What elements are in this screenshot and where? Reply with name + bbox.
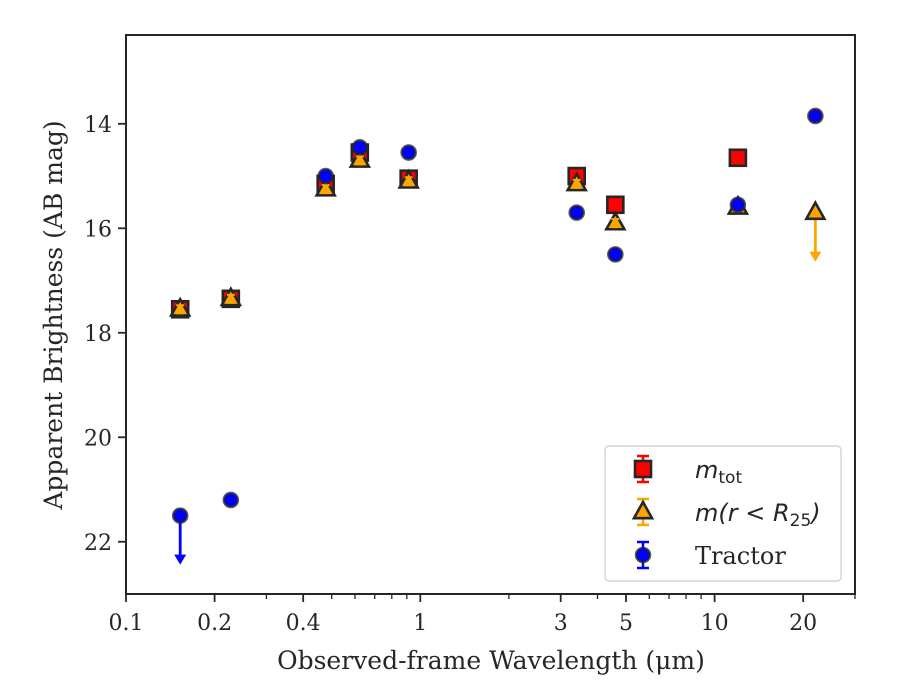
legend-marker-tractor [634,546,652,564]
mr25-upper-limit-point-0 [804,199,827,221]
tractor-errorbar-4 [572,207,581,218]
axes-layer: 0.1 0.2 0.4 1 3 5 10 20 14 16 18 20 22 [84,34,856,636]
mtot-errorbar-6 [611,199,620,210]
x-tick-label-5: 5 [619,611,633,636]
mr25-errorbar-2 [321,184,330,195]
tractor-errorbar-7 [811,110,820,121]
x-tick-label-2: 0.4 [286,611,321,636]
legend-label-mtot: mtot [695,456,742,488]
y-tick-label-4: 22 [84,531,112,556]
plot-frame [125,34,856,595]
tractor-errorbar-5 [611,249,620,260]
markers-layer [168,107,827,565]
mr25-errorbar-6 [611,218,620,229]
mtot-errorbar-7 [733,152,742,163]
x-tick-label-6: 10 [701,611,729,636]
y-axis-label: Apparent Brightness (AB mag) [39,120,68,510]
x-tick-label-7: 20 [789,611,817,636]
legend-label-mr25: m(r < R25) [695,499,821,531]
y-tick-label-3: 20 [84,426,112,451]
legend-label-tractor: Tractor [695,542,786,570]
mr25-errorbar-3 [355,155,364,166]
mr25-errorbar-1 [226,293,235,304]
legend-box [604,445,842,582]
x-tick-label-0: 0.1 [109,611,144,636]
legend-marker-mr25 [631,499,655,520]
tractor-errorbar-6 [733,199,742,210]
tractor-upper-limit-point-0 [171,507,189,524]
mr25-errorbar-5 [572,178,581,189]
x-tick-label-3: 1 [413,611,427,636]
x-axis-label: Observed-frame Wavelength (μm) [277,646,705,675]
mr25-errorbar-4 [404,176,413,187]
y-tick-label-1: 16 [84,217,112,242]
tractor-errorbar-3 [404,147,413,158]
y-tick-label-0: 14 [84,113,112,138]
tractor-errorbar-1 [321,171,330,182]
tractor-errorbar-0 [226,494,235,505]
tractor-errorbar-2 [355,142,364,153]
legend-marker-mtot [633,459,653,479]
x-tick-label-4: 3 [554,611,568,636]
legend-layer: mtot m(r < R25) Tractor [604,445,842,582]
y-tick-label-2: 18 [84,322,112,347]
x-tick-label-1: 0.2 [197,611,232,636]
mr25-errorbar-0 [176,304,185,315]
